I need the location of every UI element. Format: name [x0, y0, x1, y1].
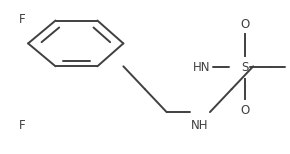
- Text: NH: NH: [191, 119, 209, 132]
- Text: O: O: [240, 18, 249, 31]
- Text: F: F: [19, 119, 26, 132]
- Text: F: F: [19, 12, 26, 26]
- Text: S: S: [241, 61, 248, 74]
- Text: HN: HN: [193, 61, 210, 74]
- Text: O: O: [240, 104, 249, 117]
